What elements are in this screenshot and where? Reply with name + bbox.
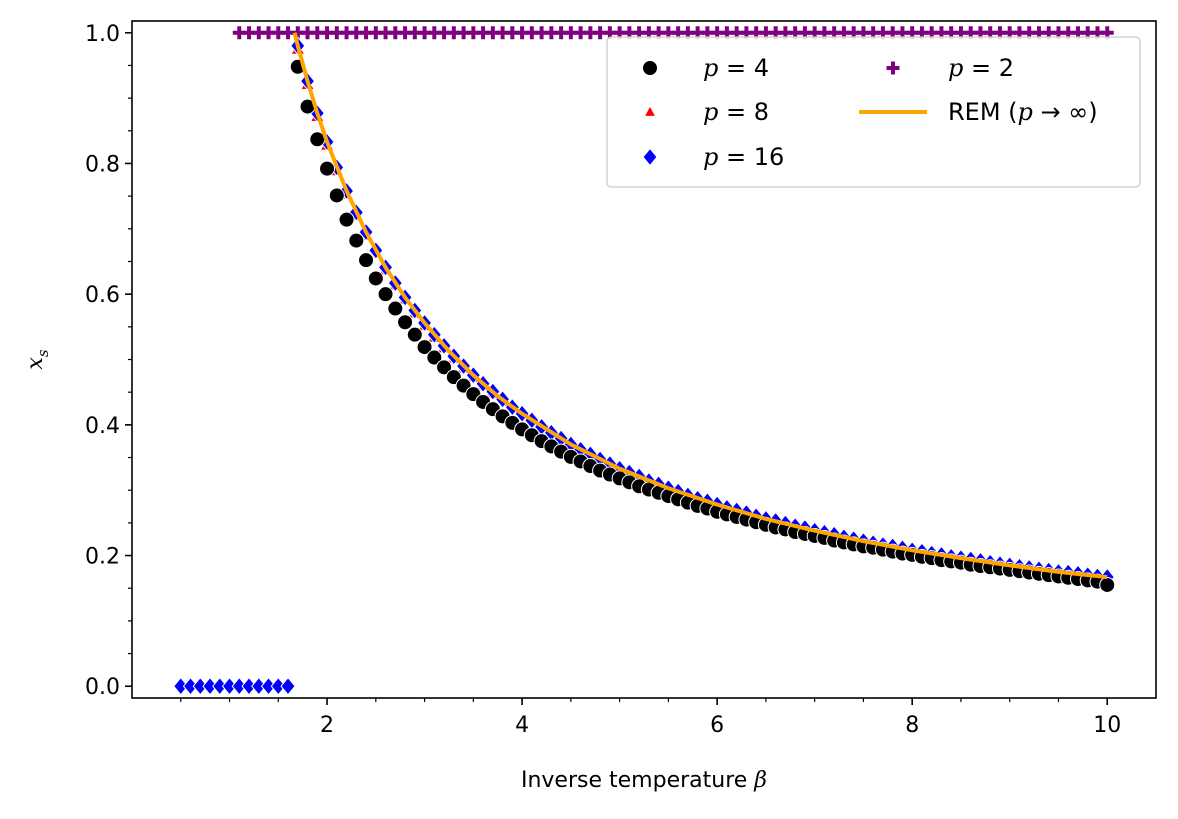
legend-handle (886, 61, 900, 75)
legend-label: p = 2 (948, 54, 1014, 82)
y-tick-label: 0.4 (85, 414, 120, 439)
data-point (280, 676, 296, 696)
x-tick-label: 8 (905, 713, 919, 738)
legend-label-text: = 2 (963, 54, 1014, 82)
plot-frame (131, 20, 1157, 699)
legend-label-text: = 16 (718, 143, 784, 171)
legend-handle (643, 105, 657, 117)
series-line (292, 32, 1108, 580)
legend-label-text: → ∞) (1033, 98, 1098, 126)
series-rem-p- (292, 32, 1108, 580)
y-tick-label: 1.0 (85, 22, 120, 47)
legend-label-symbol: p (1018, 98, 1033, 126)
legend-label-text: = 4 (718, 54, 769, 82)
data-point (348, 232, 365, 249)
plot-marks (173, 26, 1116, 696)
legend-label-symbol: p (703, 143, 718, 171)
legend-label: p = 4 (703, 54, 769, 82)
legend-label: p = 8 (703, 98, 769, 126)
legend-label-symbol: p (948, 54, 963, 82)
legend-item: p = 4 (642, 54, 769, 82)
data-point (328, 187, 345, 204)
legend-label: REM (p → ∞) (948, 98, 1098, 126)
y-tick-label: 0.8 (85, 152, 120, 177)
x-axis-label-text: Inverse temperature (521, 768, 747, 793)
legend-label-symbol: p (703, 54, 718, 82)
data-point (406, 326, 423, 343)
x-tick-label: 2 (320, 713, 334, 738)
data-point (397, 314, 414, 331)
data-point (1099, 576, 1116, 593)
legend-label-text: = 8 (718, 98, 769, 126)
legend-item: p = 8 (643, 98, 769, 126)
axis-ticks: 2 4 6 8 10 0.0 0.2 0.4 0.6 0.8 1.0 (85, 22, 1121, 738)
legend-label-text: REM ( (948, 98, 1018, 126)
x-axis-label: Inverse temperature β (521, 768, 767, 793)
legend-label-symbol: p (703, 98, 718, 126)
data-point (377, 286, 394, 303)
data-point (436, 359, 453, 376)
data-point (338, 211, 355, 228)
x-axis-label-symbol: β (753, 768, 767, 793)
y-axis-label-symbol: x (23, 357, 48, 370)
data-point (358, 252, 375, 269)
y-tick-label: 0.6 (85, 283, 120, 308)
legend-handle (642, 147, 658, 167)
legend-item: REM (p → ∞) (859, 98, 1098, 126)
data-point (319, 160, 336, 177)
x-tick-label: 10 (1093, 713, 1121, 738)
legend-item: p = 16 (642, 143, 784, 171)
data-point (387, 300, 404, 317)
data-point (367, 270, 384, 287)
y-tick-label: 0.0 (85, 675, 120, 700)
legend-handle (642, 60, 658, 76)
y-axis-label-subscript: s (34, 349, 52, 357)
x-tick-label: 6 (710, 713, 724, 738)
legend-label: p = 16 (703, 143, 784, 171)
data-point (426, 349, 443, 366)
y-axis-label: xs (23, 349, 52, 369)
x-tick-label: 4 (515, 713, 529, 738)
legend-item: p = 2 (886, 54, 1014, 82)
y-tick-label: 0.2 (85, 545, 120, 570)
data-point (416, 339, 433, 356)
